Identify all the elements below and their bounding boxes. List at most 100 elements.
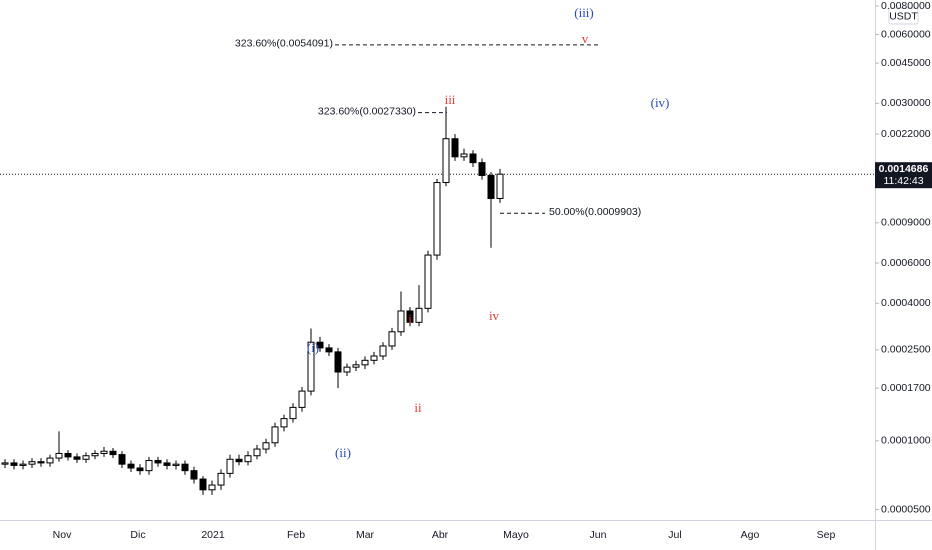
- candle-body: [136, 467, 144, 472]
- candle-body: [451, 138, 459, 158]
- candle-body: [415, 307, 423, 323]
- candle-body: [406, 310, 414, 323]
- x-tick-label: Mar: [356, 529, 375, 541]
- x-tick-label: Mayo: [503, 529, 529, 541]
- x-tick-label: Dic: [130, 529, 145, 541]
- wave-label: (iii): [574, 5, 594, 20]
- candle-body: [244, 455, 252, 463]
- candle-body: [226, 458, 234, 474]
- candle-body: [271, 426, 279, 444]
- candle-body: [388, 331, 396, 347]
- y-tick-label: 0.0002500: [881, 344, 931, 356]
- countdown-label: 11:42:43: [883, 175, 923, 187]
- y-tick-label: 0.0045000: [881, 57, 931, 69]
- y-tick-label: 0.0000500: [881, 503, 931, 515]
- y-tick-label: 0.0080000: [881, 0, 931, 12]
- candle-body: [442, 138, 450, 184]
- wave-label: i: [408, 311, 412, 326]
- candle-body: [118, 454, 126, 465]
- candle-body: [154, 459, 162, 464]
- x-tick-label: Abr: [432, 529, 449, 541]
- candle-body: [172, 463, 180, 466]
- candle-body: [361, 359, 369, 366]
- candle-body: [73, 456, 81, 460]
- candle-body: [370, 355, 378, 361]
- candle-body: [19, 463, 27, 466]
- x-tick-label: Nov: [53, 529, 72, 541]
- x-tick-label: Ago: [741, 529, 760, 541]
- candle-body: [487, 174, 495, 199]
- x-tick-label: Sep: [817, 529, 836, 541]
- candle-body: [145, 459, 153, 472]
- candle-body: [262, 442, 270, 450]
- currency-box: [888, 7, 919, 25]
- candle-body: [235, 458, 243, 463]
- currency-label: USDT: [889, 10, 918, 22]
- candle-body: [190, 470, 198, 480]
- candle-body: [334, 351, 342, 373]
- wave-label: v: [582, 31, 589, 46]
- candle-body: [64, 452, 72, 458]
- wave-label: (iv): [651, 95, 670, 110]
- candle-body: [208, 484, 216, 491]
- wave-label: ii: [414, 400, 422, 415]
- candle-body: [325, 347, 333, 353]
- last-price-tag: [875, 162, 932, 189]
- y-tick-label: 0.0030000: [881, 97, 931, 109]
- x-tick-label: 2021: [201, 529, 225, 541]
- candle-body: [55, 452, 63, 459]
- candle-body: [460, 153, 468, 158]
- x-tick-label: Jul: [668, 529, 681, 541]
- candle-body: [28, 461, 36, 465]
- y-tick-label: 0.0001000: [881, 435, 931, 447]
- x-tick-label: Feb: [287, 529, 305, 541]
- candle-body: [298, 390, 306, 408]
- candle-body: [127, 463, 135, 469]
- y-tick-label: 0.0004000: [881, 297, 931, 309]
- candle-body: [307, 341, 315, 392]
- candle-body: [352, 364, 360, 368]
- candle-body: [82, 455, 90, 460]
- candle-body: [496, 173, 504, 199]
- candle-body: [37, 461, 45, 464]
- candle-body: [217, 472, 225, 486]
- fib-label: 323.60%(0.0054091): [235, 38, 333, 50]
- candle-body: [199, 478, 207, 491]
- candle-body: [289, 406, 297, 420]
- candle-body: [1, 462, 9, 465]
- wave-label: (ii): [335, 445, 351, 460]
- candle-body: [253, 448, 261, 457]
- candle-body: [469, 153, 477, 164]
- x-tick-label: Jun: [590, 529, 607, 541]
- candle-body: [163, 462, 171, 466]
- candle-body: [397, 310, 405, 333]
- wave-label: (i): [307, 340, 319, 355]
- candle-body: [109, 450, 117, 456]
- candle-body: [343, 366, 351, 373]
- y-tick-label: 0.0001700: [881, 382, 931, 394]
- fib-label: 323.60%(0.0027330): [318, 105, 416, 117]
- y-tick-label: 0.0022000: [881, 128, 931, 140]
- candle-body: [424, 254, 432, 309]
- last-price-label: 0.0014686: [879, 163, 929, 175]
- candle-body: [478, 162, 486, 176]
- candle-body: [181, 463, 189, 472]
- y-tick-label: 0.0060000: [881, 28, 931, 40]
- y-tick-label: 0.0009000: [881, 217, 931, 229]
- candle-body: [379, 345, 387, 357]
- wave-label: iii: [445, 92, 456, 107]
- candle-body: [46, 457, 54, 464]
- y-tick-label: 0.0006000: [881, 257, 931, 269]
- candle-body: [316, 341, 324, 349]
- wave-label: iv: [489, 308, 500, 323]
- candle-body: [433, 182, 441, 256]
- candle-body: [10, 462, 18, 466]
- candle-body: [91, 452, 99, 457]
- candle-body: [280, 418, 288, 428]
- fib-label: 50.00%(0.0009903): [549, 206, 641, 218]
- candle-body: [100, 450, 108, 454]
- plot-area: [0, 106, 875, 495]
